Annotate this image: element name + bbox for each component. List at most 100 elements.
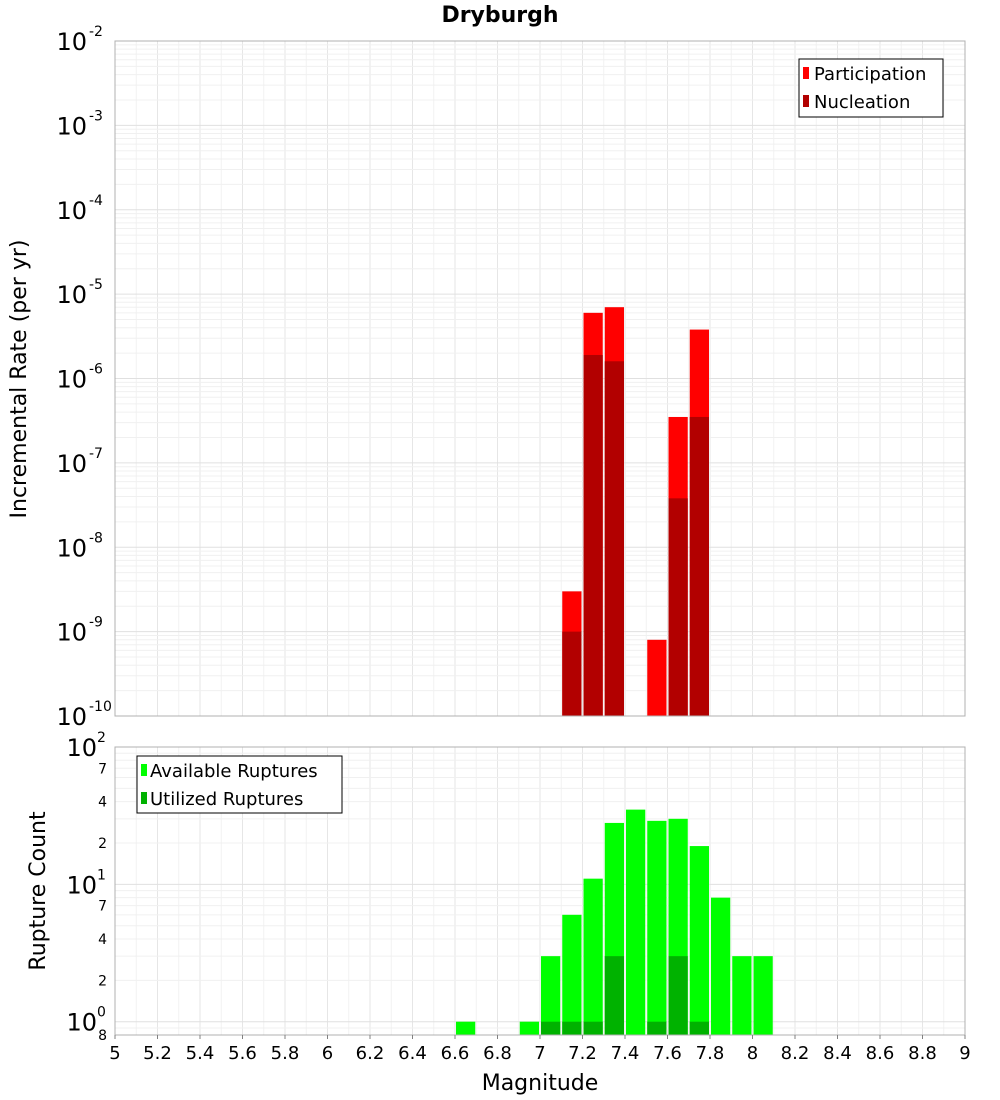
y-tick-exponent: 1 bbox=[97, 867, 106, 883]
bar-nucleation bbox=[562, 631, 582, 716]
legend-swatch-utilized bbox=[141, 792, 147, 804]
y-tick-label: 10 bbox=[66, 734, 97, 762]
y-minor-tick-label: 4 bbox=[98, 932, 107, 948]
y-tick-exponent: 2 bbox=[97, 730, 106, 746]
x-tick-label: 5.6 bbox=[228, 1043, 257, 1064]
y-tick-label: 10 bbox=[56, 534, 87, 562]
x-axis-label: Magnitude bbox=[482, 1071, 599, 1096]
y-tick-exponent: -2 bbox=[89, 24, 103, 40]
x-tick-label: 8.4 bbox=[823, 1043, 852, 1064]
y-tick-exponent: -6 bbox=[89, 362, 103, 378]
top-grid bbox=[115, 41, 965, 717]
bar-available-ruptures bbox=[711, 897, 731, 1035]
bar-utilized-ruptures bbox=[583, 1021, 603, 1035]
bar-available-ruptures bbox=[626, 809, 646, 1035]
bar-utilized-ruptures bbox=[562, 1021, 582, 1035]
x-tick-label: 5.8 bbox=[271, 1043, 300, 1064]
bar-nucleation bbox=[604, 361, 624, 716]
x-tick-label: 8 bbox=[747, 1043, 758, 1064]
y-minor-tick-label: 2 bbox=[98, 973, 107, 989]
y-tick-exponent: -7 bbox=[89, 446, 103, 462]
legend-swatch-participation bbox=[803, 67, 809, 79]
x-tick-label: 6.2 bbox=[356, 1043, 385, 1064]
y-minor-tick-label: 7 bbox=[98, 899, 107, 915]
legend-label-nucleation: Nucleation bbox=[814, 92, 910, 113]
y-minor-tick-label: 8 bbox=[98, 1028, 107, 1044]
chart-title: Dryburgh bbox=[441, 3, 558, 28]
x-tick-label: 7.4 bbox=[611, 1043, 640, 1064]
x-tick-label: 5 bbox=[109, 1043, 120, 1064]
y-tick-exponent: -10 bbox=[89, 699, 112, 715]
top-legend-box bbox=[798, 58, 944, 118]
top-legend: Participation Nucleation bbox=[798, 58, 944, 118]
bar-available-ruptures bbox=[541, 956, 561, 1035]
bottom-legend: Available Ruptures Utilized Ruptures bbox=[136, 755, 343, 814]
legend-label-participation: Participation bbox=[814, 64, 926, 85]
x-tick-label: 7.2 bbox=[568, 1043, 597, 1064]
bar-available-ruptures bbox=[689, 846, 709, 1035]
bar-available-ruptures bbox=[753, 956, 773, 1035]
bar-nucleation bbox=[689, 416, 709, 716]
y-tick-exponent: -5 bbox=[89, 277, 103, 293]
bar-available-ruptures bbox=[519, 1021, 539, 1035]
y-tick-label: 10 bbox=[56, 703, 87, 731]
bar-participation bbox=[647, 639, 667, 716]
y-tick-label: 10 bbox=[66, 871, 97, 899]
bar-nucleation bbox=[668, 498, 688, 716]
x-tick-label: 6 bbox=[322, 1043, 333, 1064]
x-tick-label: 7 bbox=[534, 1043, 545, 1064]
y-tick-exponent: -9 bbox=[89, 615, 103, 631]
y-minor-tick-label: 2 bbox=[98, 836, 107, 852]
bar-available-ruptures bbox=[562, 914, 582, 1035]
bottom-bars bbox=[456, 809, 773, 1035]
x-tick-label: 9 bbox=[959, 1043, 970, 1064]
x-tick-label: 8.2 bbox=[781, 1043, 810, 1064]
bar-utilized-ruptures bbox=[668, 956, 688, 1035]
y-tick-exponent: -4 bbox=[89, 193, 103, 209]
bar-available-ruptures bbox=[583, 878, 603, 1035]
x-tick-label: 6.6 bbox=[441, 1043, 470, 1064]
bar-utilized-ruptures bbox=[689, 1021, 709, 1035]
y-tick-label: 10 bbox=[56, 366, 87, 394]
bar-available-ruptures bbox=[647, 820, 667, 1035]
bottom-legend-box bbox=[136, 755, 343, 814]
x-tick-label: 6.8 bbox=[483, 1043, 512, 1064]
y-minor-tick-label: 4 bbox=[98, 795, 107, 811]
top-bars bbox=[562, 307, 709, 716]
x-tick-label: 6.4 bbox=[398, 1043, 427, 1064]
y-minor-tick-label: 7 bbox=[98, 761, 107, 777]
y-tick-exponent: -3 bbox=[89, 108, 103, 124]
y-tick-label: 10 bbox=[66, 1009, 97, 1037]
bottom-y-axis-label: Rupture Count bbox=[26, 811, 51, 971]
legend-swatch-available bbox=[141, 764, 147, 776]
x-tick-label: 8.8 bbox=[908, 1043, 937, 1064]
y-tick-label: 10 bbox=[56, 28, 87, 56]
x-tick-label: 5.4 bbox=[186, 1043, 215, 1064]
bar-available-ruptures bbox=[456, 1021, 476, 1035]
bar-utilized-ruptures bbox=[604, 956, 624, 1035]
x-tick-label: 5.2 bbox=[143, 1043, 172, 1064]
x-tick-label: 7.6 bbox=[653, 1043, 682, 1064]
top-y-axis-label: Incremental Rate (per yr) bbox=[7, 240, 32, 519]
y-tick-label: 10 bbox=[56, 112, 87, 140]
legend-label-utilized: Utilized Ruptures bbox=[150, 789, 303, 810]
bar-available-ruptures bbox=[732, 956, 752, 1035]
top-plot-border bbox=[114, 40, 966, 717]
bar-nucleation bbox=[583, 354, 603, 716]
legend-swatch-nucleation bbox=[803, 95, 809, 107]
y-tick-label: 10 bbox=[56, 197, 87, 225]
x-tick-label: 7.8 bbox=[696, 1043, 725, 1064]
y-tick-label: 10 bbox=[56, 450, 87, 478]
bar-utilized-ruptures bbox=[647, 1021, 667, 1035]
y-tick-label: 10 bbox=[56, 281, 87, 309]
x-ticks: 5 5.2 5.4 5.6 5.8 6 6.2 6.4 6.6 6.8 7 7.2 7.4 7.6 7.8 8… bbox=[109, 1035, 971, 1064]
y-tick-exponent: 0 bbox=[97, 1005, 106, 1021]
x-tick-label: 8.6 bbox=[866, 1043, 895, 1064]
legend-label-available: Available Ruptures bbox=[150, 761, 318, 782]
bar-utilized-ruptures bbox=[541, 1021, 561, 1035]
y-tick-exponent: -8 bbox=[89, 530, 103, 546]
y-tick-label: 10 bbox=[56, 619, 87, 647]
